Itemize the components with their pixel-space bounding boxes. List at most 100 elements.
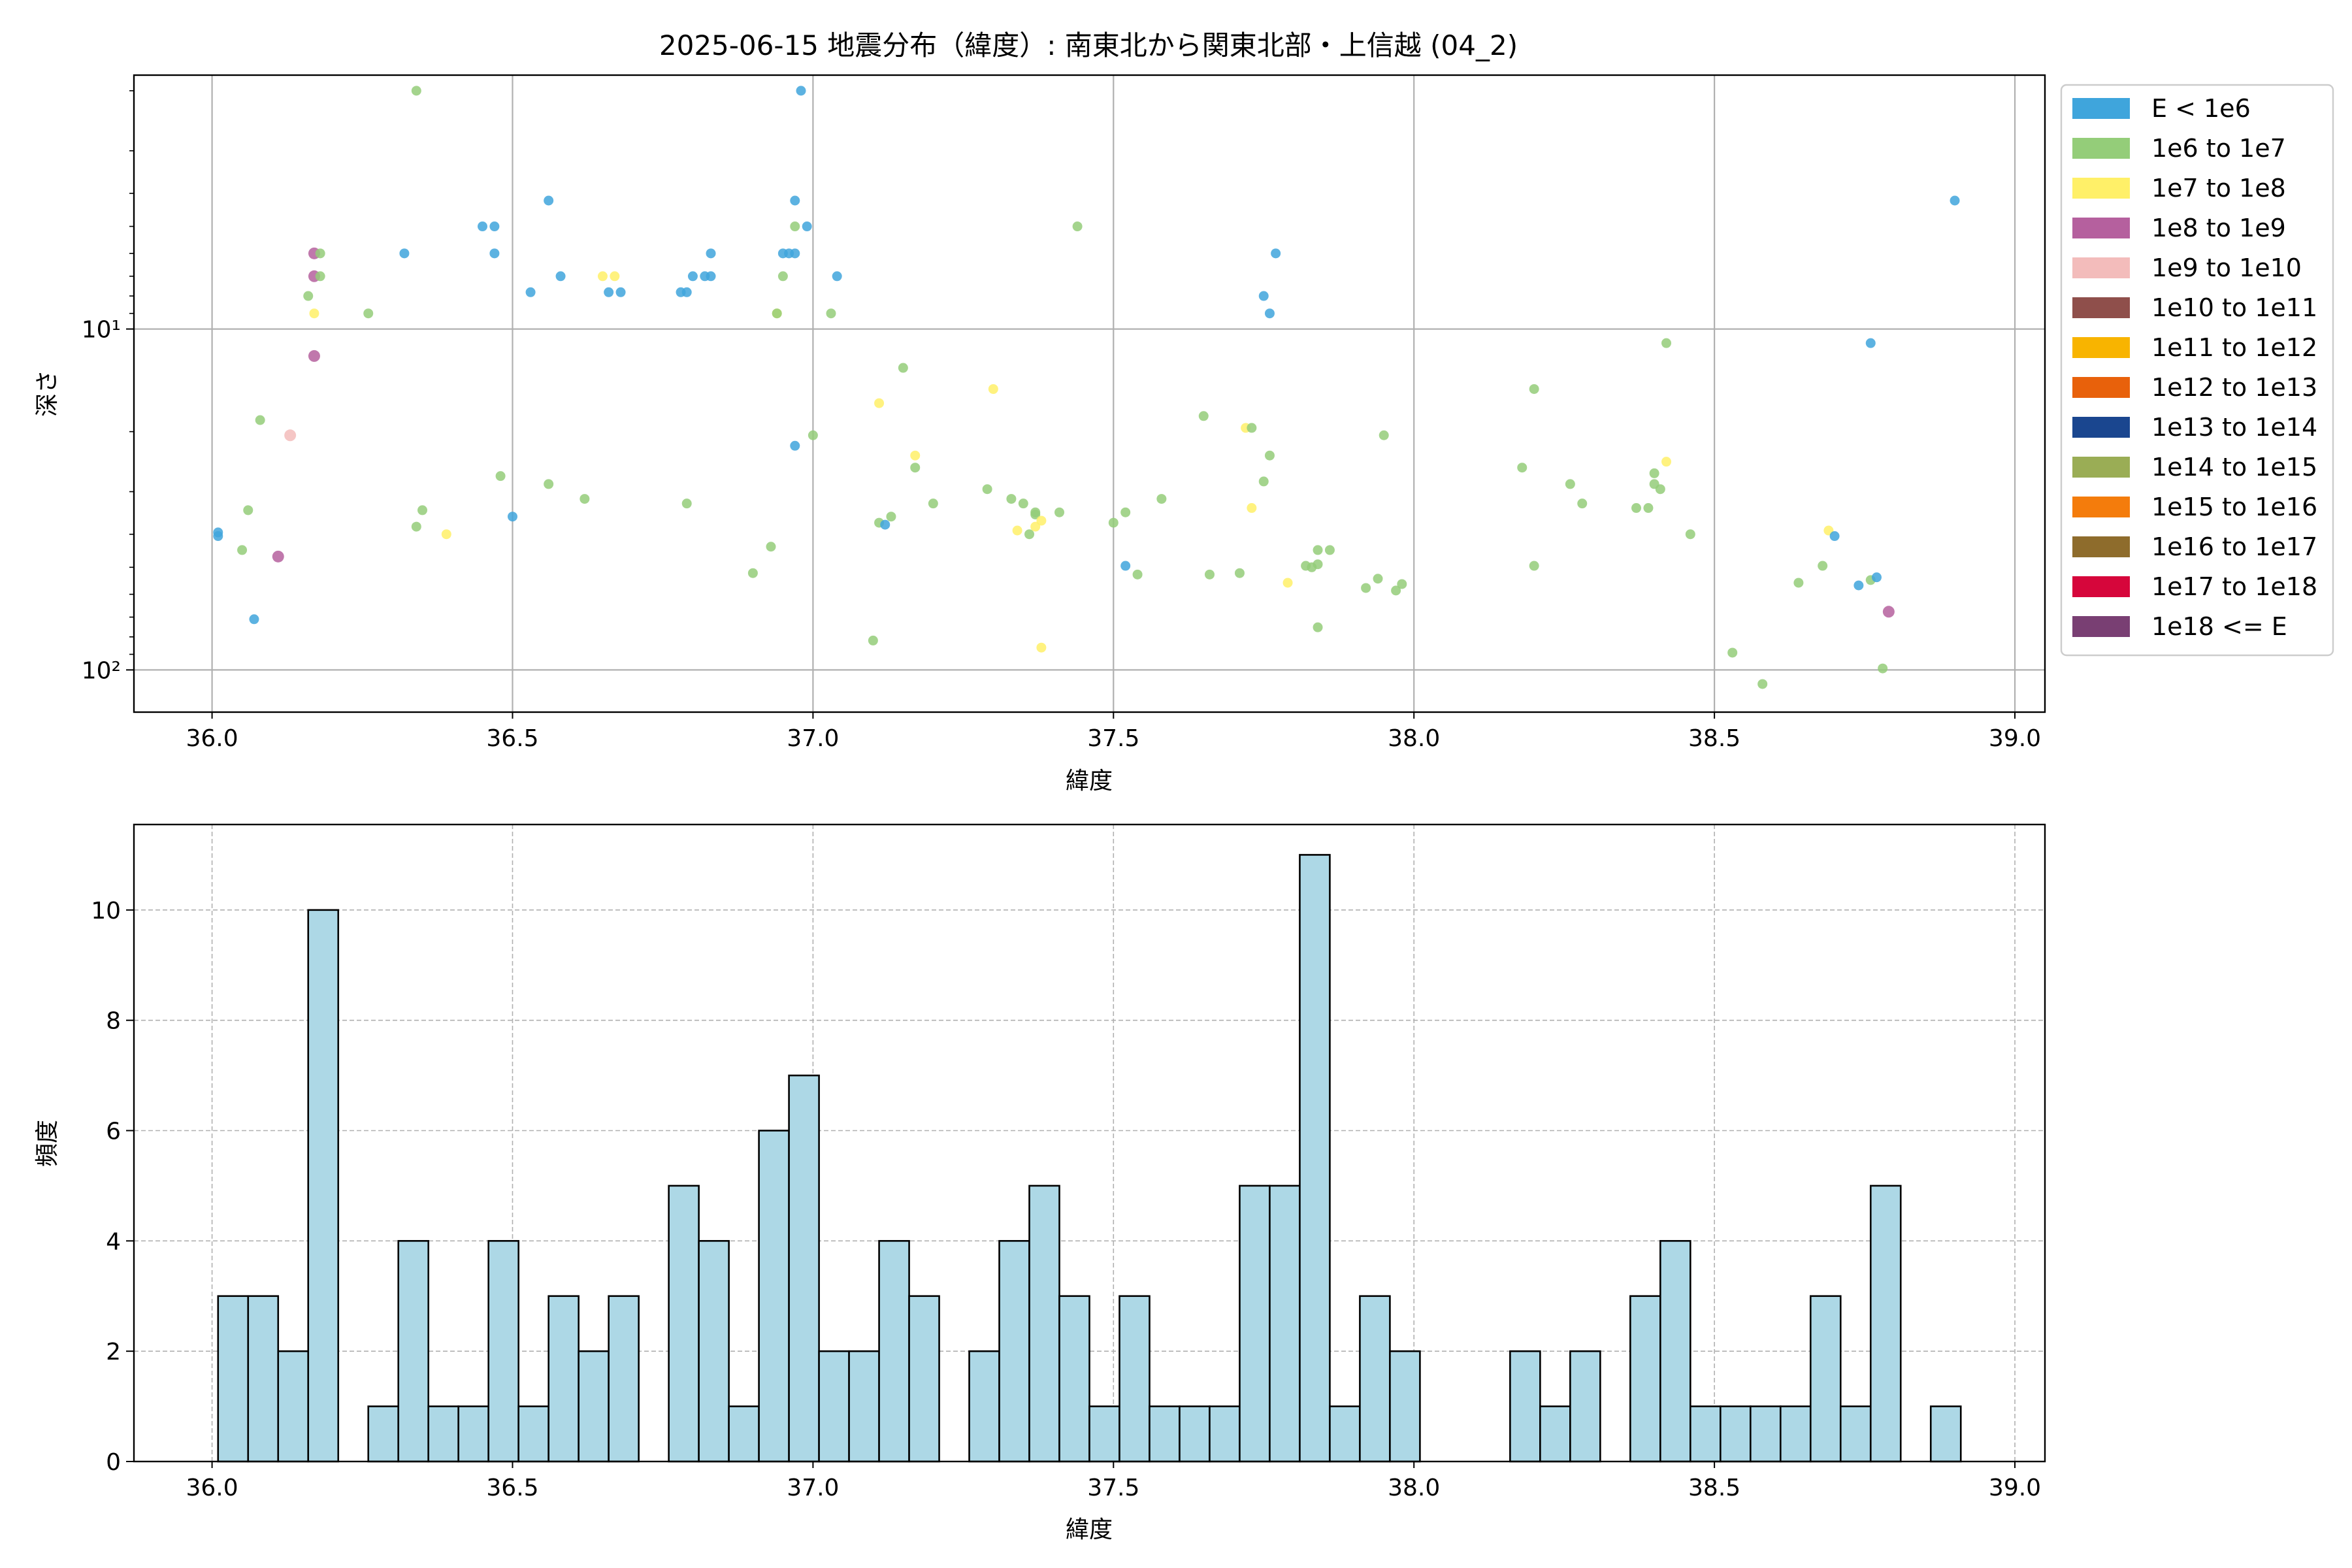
histogram-bar [758, 1130, 790, 1463]
scatter-point [1036, 515, 1047, 526]
histogram-bar [608, 1295, 640, 1463]
scatter-point [1379, 430, 1389, 440]
histogram-bar [878, 1240, 910, 1463]
histogram-bar [1058, 1295, 1090, 1463]
histogram-bar [578, 1350, 610, 1463]
histogram-x-tick-label: 36.5 [486, 1475, 538, 1501]
scatter-x-tick-label: 37.5 [1087, 725, 1139, 752]
scatter-point [1661, 457, 1672, 467]
scatter-point [886, 512, 896, 522]
scatter-point [1108, 517, 1119, 528]
legend-swatch [2072, 576, 2130, 597]
histogram-bar [818, 1350, 850, 1463]
scatter-point [772, 308, 782, 319]
legend-swatch [2072, 257, 2130, 278]
scatter-point [1247, 503, 1257, 514]
histogram-bar [1720, 1405, 1752, 1463]
legend-label: 1e16 to 1e17 [2151, 532, 2317, 561]
scatter-point [1120, 507, 1131, 517]
histogram-y-tick-label: 10 [91, 898, 121, 924]
scatter-point [1282, 578, 1293, 588]
histogram-bar [728, 1405, 760, 1463]
scatter-point [790, 440, 800, 451]
histogram-bar [1028, 1184, 1060, 1463]
scatter-point [1361, 583, 1371, 593]
scatter-point [1391, 585, 1401, 596]
histogram-bar [1269, 1184, 1301, 1463]
scatter-x-tick-label: 38.0 [1388, 725, 1440, 752]
scatter-x-tick-label: 39.0 [1989, 725, 2041, 752]
legend-label: 1e12 to 1e13 [2151, 373, 2317, 402]
scatter-point [1324, 545, 1335, 555]
legend-swatch [2072, 218, 2130, 238]
legend-frame [2060, 84, 2334, 657]
scatter-point [1577, 498, 1588, 509]
legend-swatch [2072, 616, 2130, 637]
scatter-point [615, 287, 626, 297]
scatter-point [1878, 663, 1888, 674]
histogram-bar [487, 1240, 519, 1463]
histogram-bar [998, 1240, 1030, 1463]
scatter-point [213, 531, 223, 542]
histogram-ticks: 36.0 36.5 37.0 37.5 38.0 38.5 39.0 0 2 4 6 8 10 [91, 898, 2041, 1501]
scatter-point [790, 221, 800, 232]
histogram-y-tick-label: 4 [106, 1228, 121, 1255]
scatter-point [1264, 450, 1275, 461]
scatter-y-label: 深さ [34, 370, 61, 417]
scatter-point [544, 195, 554, 206]
scatter-point [681, 498, 692, 509]
legend-swatch [2072, 337, 2130, 358]
histogram-bar [1539, 1405, 1571, 1463]
scatter-x-tick-label: 36.0 [186, 725, 238, 752]
scatter-point [1030, 521, 1041, 532]
scatter-point [1793, 578, 1804, 588]
histogram-bar [1299, 854, 1331, 1463]
scatter-point [477, 221, 487, 232]
scatter-ticks: 36.0 36.5 37.0 37.5 38.0 38.5 39.0 10¹ 10² [82, 90, 2041, 752]
histogram-bar [547, 1295, 580, 1463]
scatter-point [1727, 647, 1738, 658]
scatter-point [1036, 642, 1047, 653]
legend-label: 1e13 to 1e14 [2151, 413, 2317, 442]
scatter-plot: 2025-06-15 地震分布（緯度）: 南東北から関東北部・上信越 (04_2… [34, 29, 2046, 794]
scatter-point [495, 471, 506, 482]
legend-label: 1e6 to 1e7 [2151, 134, 2286, 163]
scatter-y-tick-label: 10² [82, 657, 121, 684]
legend-swatch [2072, 98, 2130, 119]
histogram-bar [217, 1295, 250, 1463]
histogram-bar [1690, 1405, 1722, 1463]
histogram-bar [1329, 1405, 1361, 1463]
scatter-point [1258, 476, 1269, 487]
scatter-point [243, 505, 253, 515]
scatter-point [363, 308, 374, 319]
scatter-point [706, 248, 716, 259]
histogram-x-tick-label: 36.0 [186, 1475, 238, 1501]
legend-label: 1e7 to 1e8 [2151, 174, 2286, 203]
legend-swatch [2072, 497, 2130, 517]
scatter-point [1258, 291, 1269, 301]
scatter-point [1030, 507, 1041, 517]
scatter-point [928, 498, 938, 509]
histogram-bar [1359, 1295, 1391, 1463]
scatter-point [790, 195, 800, 206]
scatter-point [898, 363, 908, 373]
legend-label: 1e18 <= E [2151, 612, 2287, 641]
legend: E < 1e6 1e6 to 1e7 1e7 to 1e8 1e8 to 1e9 1e9… [2060, 84, 2334, 657]
histogram-bar [1839, 1405, 1872, 1463]
histogram-bar [1119, 1295, 1151, 1463]
scatter-point [874, 398, 885, 408]
histogram-axes-frame [133, 823, 2046, 1463]
scatter-point [1234, 568, 1245, 578]
scatter-point [868, 635, 878, 645]
histogram-bar [1088, 1405, 1120, 1463]
scatter-point [1313, 545, 1323, 555]
histogram-bar [517, 1405, 549, 1463]
histogram-bar [1929, 1405, 1962, 1463]
scatter-x-tick-label: 36.5 [486, 725, 538, 752]
scatter-point [808, 430, 818, 440]
scatter-point [796, 86, 806, 96]
scatter-point [1818, 561, 1828, 571]
legend-label: 1e11 to 1e12 [2151, 333, 2317, 362]
scatter-x-tick-label: 38.5 [1688, 725, 1740, 752]
legend-swatch [2072, 377, 2130, 398]
